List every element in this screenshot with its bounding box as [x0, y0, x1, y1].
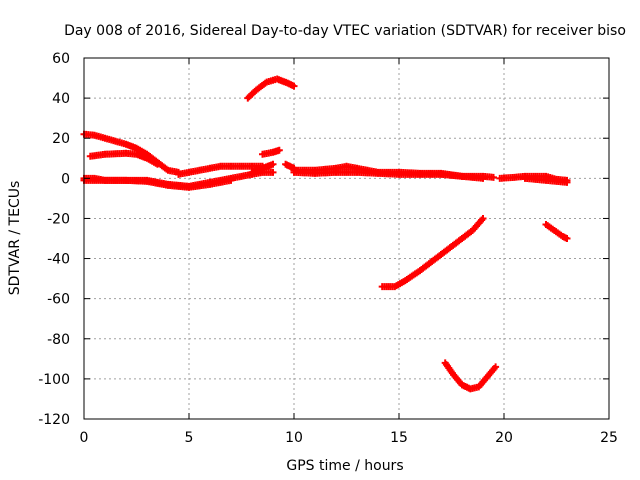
grid-lines	[84, 58, 609, 419]
data-point	[492, 363, 500, 371]
series-sat-b	[86, 149, 161, 168]
y-tick-label: -40	[47, 252, 70, 268]
series-sat-p	[542, 220, 571, 242]
y-tick-label: 0	[61, 171, 70, 187]
series-layer	[80, 75, 571, 393]
series-sat-n	[378, 214, 487, 291]
data-point	[154, 160, 161, 168]
x-tick-labels: 0 5 10 15 20 25	[80, 430, 618, 446]
series-sat-f	[244, 75, 298, 102]
data-point	[479, 214, 487, 222]
y-tick-label: -80	[47, 332, 70, 348]
x-tick-label: 15	[390, 430, 408, 446]
x-tick-label: 5	[185, 430, 194, 446]
y-tick-labels: -120 -100 -80 -60 -40 -20 0 20 40 60	[38, 51, 70, 428]
y-tick-label: 60	[52, 51, 70, 67]
x-tick-label: 20	[495, 430, 513, 446]
data-point	[490, 173, 497, 181]
tick-marks	[83, 57, 610, 420]
data-point	[227, 176, 235, 184]
y-tick-label: 40	[52, 91, 70, 107]
series-sat-m	[521, 174, 571, 186]
data-point	[563, 178, 571, 186]
x-tick-label: 25	[600, 430, 618, 446]
data-point	[275, 146, 283, 154]
y-tick-label: -60	[47, 292, 70, 308]
chart-title: Day 008 of 2016, Sidereal Day-to-day VTE…	[64, 23, 626, 39]
series-sat-c	[175, 162, 266, 178]
y-tick-label: 20	[52, 131, 70, 147]
data-point	[269, 160, 277, 168]
x-tick-label: 10	[285, 430, 303, 446]
y-tick-label: -20	[47, 211, 70, 227]
series-sat-g	[259, 146, 283, 158]
y-axis-label: SDTVAR / TECUs	[7, 181, 23, 296]
data-point	[269, 168, 277, 176]
series-sat-e	[80, 176, 235, 191]
y-tick-label: -100	[38, 372, 70, 388]
series-sat-h	[248, 160, 277, 176]
x-axis-label: GPS time / hours	[286, 458, 403, 474]
x-tick-label: 0	[80, 430, 89, 446]
series-sat-k	[290, 168, 487, 182]
data-point	[563, 235, 571, 242]
data-point	[479, 174, 487, 182]
y-tick-label: -120	[38, 412, 70, 428]
series-sat-o	[441, 359, 500, 393]
data-point	[290, 82, 298, 90]
plot-frame	[83, 57, 610, 420]
